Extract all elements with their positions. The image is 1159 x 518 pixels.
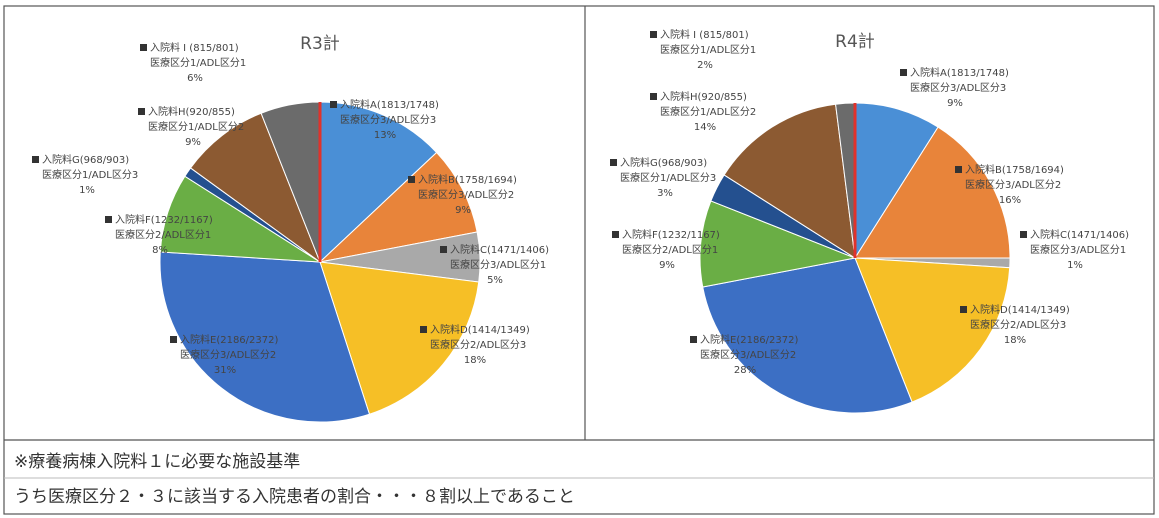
legend-swatch	[440, 246, 447, 253]
legend-swatch	[900, 69, 907, 76]
slice-value: 31%	[214, 365, 236, 376]
slice-detail: 医療区分3/ADL区分2	[965, 178, 1061, 191]
pie-slice	[699, 200, 857, 288]
slice-value: 18%	[1004, 335, 1026, 346]
slice-label: 入院料H(920/855)	[148, 105, 235, 118]
slice-label: 入院料A(1813/1748)	[340, 98, 439, 111]
slice-value: 9%	[947, 98, 963, 109]
legend-swatch	[1020, 231, 1027, 238]
pie-slice	[319, 261, 480, 415]
slice-value: 1%	[79, 185, 95, 196]
slice-detail: 医療区分1/ADL区分2	[660, 105, 756, 118]
legend-swatch	[32, 156, 39, 163]
slice-value: 5%	[487, 275, 503, 286]
legend-swatch	[955, 166, 962, 173]
slice-value: 8%	[152, 245, 168, 256]
slice-detail: 医療区分3/ADL区分1	[1030, 243, 1126, 256]
slice-value: 16%	[999, 195, 1021, 206]
slice-value: 18%	[464, 355, 486, 366]
pie-slice	[723, 103, 856, 259]
slice-detail: 医療区分3/ADL区分2	[418, 188, 514, 201]
slice-value: 28%	[734, 365, 756, 376]
slice-label: 入院料 I (815/801)	[150, 41, 239, 54]
slice-label: 入院料E(2186/2372)	[700, 333, 798, 346]
legend-swatch	[650, 93, 657, 100]
slice-label: 入院料 I (815/801)	[660, 28, 749, 41]
legend-swatch	[140, 44, 147, 51]
legend-swatch	[610, 159, 617, 166]
legend-swatch	[105, 216, 112, 223]
chart-title: R4計	[835, 32, 875, 52]
pie-slice	[702, 257, 913, 414]
slice-value: 9%	[455, 205, 471, 216]
slice-detail: 医療区分3/ADL区分1	[450, 258, 546, 271]
slice-value: 9%	[659, 260, 675, 271]
pie-slice	[189, 112, 322, 264]
slice-label: 入院料A(1813/1748)	[910, 66, 1009, 79]
legend-swatch	[138, 108, 145, 115]
slice-detail: 医療区分1/ADL区分1	[150, 56, 246, 69]
note: うち医療区分２・３に該当する入院患者の割合・・・８割以上であること	[14, 487, 575, 507]
slice-detail: 医療区分1/ADL区分3	[42, 168, 138, 181]
pie-slice	[319, 101, 438, 264]
slice-detail: 医療区分3/ADL区分2	[700, 348, 796, 361]
legend-swatch	[420, 326, 427, 333]
pie-slice	[854, 126, 1011, 259]
slice-label: 入院料E(2186/2372)	[180, 333, 278, 346]
slice-label: 入院料D(1414/1349)	[430, 323, 530, 336]
legend-swatch	[330, 101, 337, 108]
chart-title: R3計	[300, 34, 340, 54]
slice-value: 1%	[1067, 260, 1083, 271]
slice-detail: 医療区分2/ADL区分1	[115, 228, 211, 241]
slice-label: 入院料G(968/903)	[42, 153, 129, 166]
slice-detail: 医療区分1/ADL区分2	[148, 120, 244, 133]
pie-slice	[854, 102, 939, 260]
slice-detail: 医療区分2/ADL区分3	[430, 338, 526, 351]
slice-label: 入院料F(1232/1167)	[115, 213, 213, 226]
frame	[3, 5, 1155, 515]
slice-label: 入院料C(1471/1406)	[450, 243, 549, 256]
slice-value: 13%	[374, 130, 396, 141]
slice-value: 14%	[694, 122, 716, 133]
legend-swatch	[650, 31, 657, 38]
slice-value: 6%	[187, 73, 203, 84]
slice-label: 入院料B(1758/1694)	[418, 173, 517, 186]
slice-value: 2%	[697, 60, 713, 71]
legend-swatch	[170, 336, 177, 343]
slice-label: 入院料G(968/903)	[620, 156, 707, 169]
legend-swatch	[408, 176, 415, 183]
slice-detail: 医療区分2/ADL区分1	[622, 243, 718, 256]
slice-detail: 医療区分1/ADL区分1	[660, 43, 756, 56]
legend-swatch	[960, 306, 967, 313]
note: ※療養病棟入院料１に必要な施設基準	[14, 452, 300, 472]
slice-label: 入院料C(1471/1406)	[1030, 228, 1129, 241]
pie-slice	[159, 251, 371, 423]
slice-label: 入院料F(1232/1167)	[622, 228, 720, 241]
slice-detail: 医療区分1/ADL区分3	[620, 171, 716, 184]
legend-swatch	[690, 336, 697, 343]
slice-label: 入院料D(1414/1349)	[970, 303, 1070, 316]
pie-slice	[854, 257, 1011, 403]
slice-detail: 医療区分3/ADL区分2	[180, 348, 276, 361]
legend-swatch	[612, 231, 619, 238]
pie-slice	[318, 151, 478, 263]
slice-detail: 医療区分3/ADL区分3	[910, 81, 1006, 94]
slice-value: 3%	[657, 188, 673, 199]
slice-value: 9%	[185, 137, 201, 148]
slice-detail: 医療区分2/ADL区分3	[970, 318, 1066, 331]
slice-label: 入院料B(1758/1694)	[965, 163, 1064, 176]
slice-label: 入院料H(920/855)	[660, 90, 747, 103]
slice-detail: 医療区分3/ADL区分3	[340, 113, 436, 126]
